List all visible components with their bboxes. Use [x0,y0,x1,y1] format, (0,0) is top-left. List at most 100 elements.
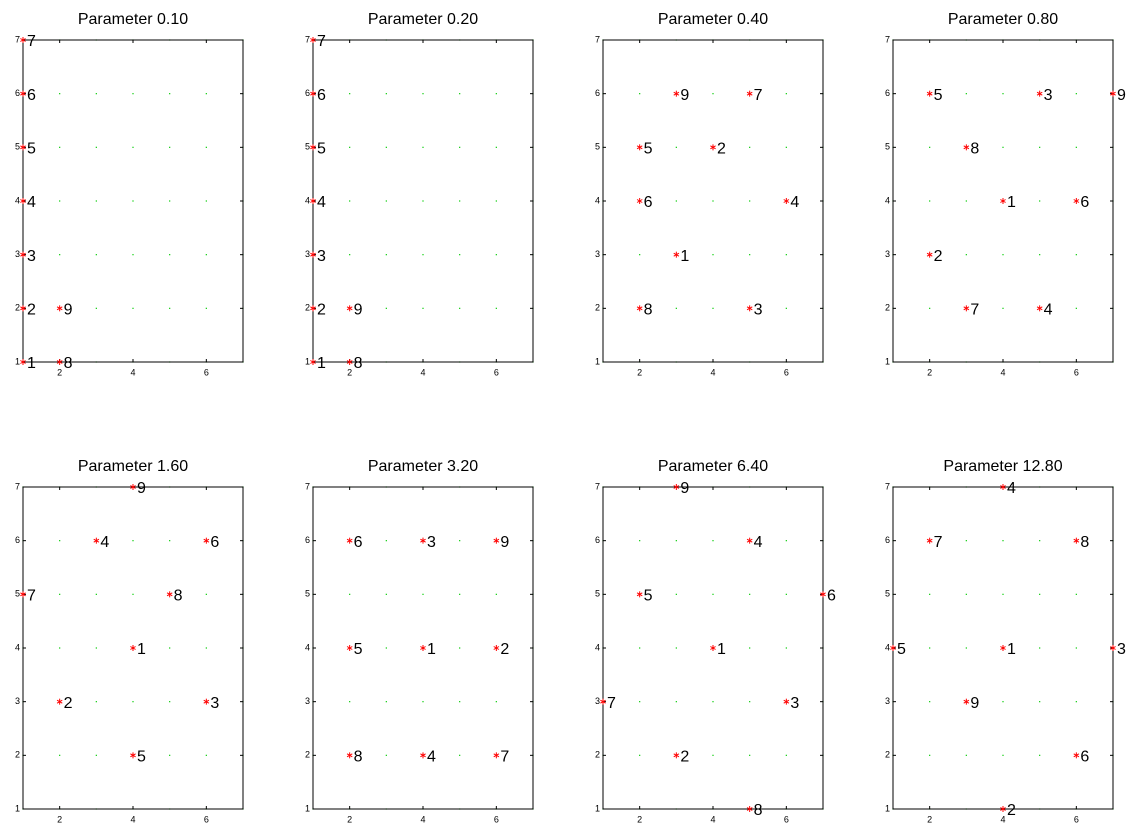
marker-stroke [56,360,63,364]
point-label: 8 [174,588,183,605]
grid-point [785,146,787,148]
point-label: 6 [354,534,363,551]
grid-point [59,93,61,95]
point-marker [963,698,970,705]
point-label: 5 [897,641,906,658]
point-label: 1 [427,641,436,658]
grid-point [712,754,714,756]
y-tick-label: 7 [15,34,20,44]
grid-point [1039,593,1041,595]
subplot-title: Parameter 0.40 [658,11,768,28]
point-label: 2 [64,695,73,712]
point-label: 7 [754,87,763,104]
grid-point [929,593,931,595]
marker-stroke [1000,485,1006,489]
y-tick-label: 6 [885,88,890,98]
y-tick-label: 2 [305,303,310,313]
point-label: 4 [427,749,436,766]
marker-stroke [673,485,680,489]
marker-stroke [493,753,500,758]
grid-point [1039,647,1041,649]
marker-stroke [310,38,316,42]
marker-stroke [783,699,790,704]
point-marker [20,305,26,312]
grid-point [1002,307,1004,309]
y-tick-label: 5 [305,142,310,152]
y-tick-label: 3 [885,696,890,706]
grid-point [385,754,387,756]
grid-point [59,754,61,756]
point-label: 3 [754,302,763,319]
grid-point [132,146,134,148]
grid-point [1075,307,1077,309]
point-marker [310,90,316,97]
x-tick-label: 6 [494,367,499,377]
y-tick-label: 2 [595,750,600,760]
y-tick-label: 6 [15,88,20,98]
x-tick-label: 6 [204,814,209,824]
y-tick-label: 3 [885,249,890,259]
grid-point [59,146,61,148]
marker-stroke [493,646,500,650]
grid-point [1039,146,1041,148]
point-label: 3 [27,248,36,265]
point-label: 8 [1080,534,1089,551]
marker-stroke [346,538,353,543]
grid-point [1075,647,1077,649]
grid-point [95,146,97,148]
grid-point [785,307,787,309]
point-marker [746,90,753,97]
marker-stroke [56,306,63,311]
point-marker [56,305,63,312]
marker-stroke [310,199,316,203]
point-label: 8 [354,749,363,766]
grid-point [132,540,134,542]
y-tick-label: 6 [305,88,310,98]
point-label: 2 [1007,802,1016,819]
point-label: 9 [64,302,73,319]
x-tick-label: 4 [420,814,425,824]
grid-point [132,200,134,202]
point-label: 7 [27,33,36,50]
grid-point [712,307,714,309]
point-label: 6 [1080,749,1089,766]
subplot-title: Parameter 0.10 [78,11,188,28]
marker-stroke [963,306,970,311]
grid-point [749,146,751,148]
marker-stroke [1000,807,1006,811]
marker-stroke [636,306,643,311]
grid-point [965,647,967,649]
grid-point [95,200,97,202]
marker-stroke [130,485,136,489]
point-label: 1 [27,355,36,372]
grid-point [1039,701,1041,703]
point-marker [420,752,426,759]
marker-stroke [346,360,353,364]
point-marker [636,144,643,151]
marker-stroke [963,145,970,150]
marker-stroke [203,538,210,543]
y-tick-label: 4 [15,195,20,205]
grid-point [749,593,751,595]
point-marker [820,591,826,598]
y-tick-label: 5 [885,589,890,599]
point-marker [673,251,680,258]
y-tick-label: 1 [885,356,890,366]
y-tick-label: 2 [305,750,310,760]
marker-stroke [310,91,316,96]
grid-point [749,200,751,202]
grid-point [385,93,387,95]
grid-point [459,146,461,148]
point-label: 4 [317,194,326,211]
marker-stroke [20,199,26,203]
marker-stroke [346,306,353,311]
point-marker [310,144,316,151]
grid-point [675,307,677,309]
point-label: 2 [500,641,509,658]
point-label: 4 [27,194,36,211]
grid-point [385,701,387,703]
grid-point [205,647,207,649]
marker-stroke [20,306,26,311]
